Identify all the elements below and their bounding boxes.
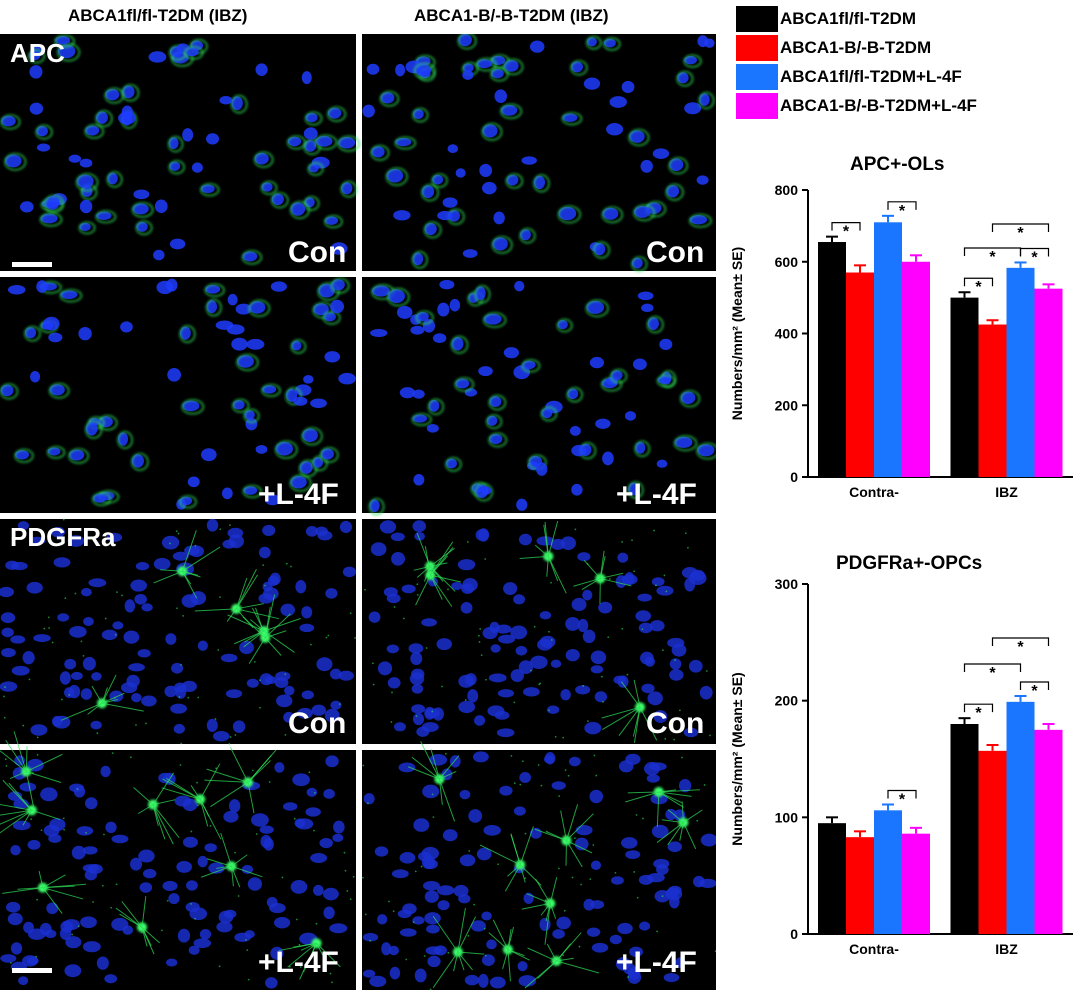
significance-star: * — [989, 249, 996, 266]
micrograph-panel — [0, 518, 357, 745]
significance-bracket — [963, 663, 1022, 672]
legend-item: ABCA1-B/-B-T2DM — [736, 35, 977, 61]
chart-title-pdgfra: PDGFRa+-OPCs — [836, 553, 983, 574]
legend-item: ABCA1-B/-B-T2DM+L-4F — [736, 93, 977, 119]
significance-star: * — [899, 203, 906, 220]
bar — [818, 242, 846, 477]
bar — [1006, 701, 1035, 934]
bar — [950, 724, 979, 934]
x-tick-label: IBZ — [995, 484, 1018, 500]
stain-label-apc: APC — [10, 38, 65, 68]
condition-label-r2c1: Con — [646, 707, 705, 740]
significance-bracket — [991, 637, 1050, 646]
bar — [1034, 729, 1063, 934]
significance-star: * — [1017, 639, 1024, 656]
significance-star: * — [1031, 683, 1038, 700]
y-tick-label: 300 — [775, 576, 799, 592]
significance-star: * — [843, 224, 850, 241]
micrograph-panel — [362, 519, 716, 744]
y-tick-label: 600 — [775, 254, 799, 270]
legend-label: ABCA1fl/fl-T2DM — [780, 9, 916, 28]
bar-chart-pdgfra: 0 100 200 300 Numbers/mm² (Mean± SE) Contra- I… — [729, 576, 1073, 957]
micrograph-panel — [0, 34, 361, 271]
significance-bracket — [887, 789, 917, 799]
significance-bracket — [963, 277, 994, 287]
y-tick-label: 800 — [775, 182, 799, 198]
y-tick-label: 200 — [775, 693, 799, 709]
x-tick-label: Contra- — [849, 484, 899, 500]
microscopy-grid — [0, 34, 716, 990]
significance-bracket — [887, 201, 917, 210]
bar — [902, 833, 930, 934]
x-tick-label: IBZ — [995, 941, 1018, 957]
y-tick-label: 0 — [790, 469, 798, 485]
condition-label-r0c0: Con — [288, 236, 347, 269]
bar — [978, 750, 1007, 934]
legend: ABCA1fl/fl-T2DM ABCA1-B/-B-T2DM ABCA1fl/… — [736, 6, 977, 122]
column-title-fl: ABCA1fl/fl-T2DM (IBZ) — [68, 6, 248, 25]
significance-bracket — [1019, 681, 1050, 690]
significance-bracket — [963, 703, 994, 713]
significance-star: * — [1031, 249, 1038, 266]
significance-bracket — [991, 223, 1050, 232]
y-tick-label: 100 — [775, 809, 799, 825]
significance-star: * — [989, 665, 996, 682]
bar — [874, 810, 902, 934]
condition-label-r0c1: Con — [646, 236, 705, 269]
significance-star: * — [975, 279, 982, 296]
stain-label-pdgfra: PDGFRa — [10, 522, 116, 552]
micrograph-panel — [0, 731, 356, 990]
legend-label: ABCA1-B/-B-T2DM+L-4F — [780, 96, 977, 115]
legend-item: ABCA1fl/fl-T2DM+L-4F — [736, 64, 977, 90]
condition-label-r3c0: +L-4F — [258, 946, 339, 979]
micrograph-panel — [362, 34, 716, 272]
bar — [846, 837, 874, 934]
bar — [902, 261, 930, 477]
bar — [818, 823, 846, 934]
scale-bar-top — [12, 262, 52, 267]
bar — [846, 272, 874, 477]
micrograph-panel — [362, 277, 716, 516]
legend-swatch — [736, 64, 778, 90]
x-tick-label: Contra- — [849, 941, 899, 957]
bar-chart-apc: 0 200 400 600 800 Numbers/mm² (Mean± SE) Contr… — [729, 182, 1073, 500]
bar — [874, 222, 902, 477]
significance-star: * — [1017, 225, 1024, 242]
condition-label-r1c1: +L-4F — [616, 478, 697, 511]
bar — [950, 297, 979, 477]
bar — [1006, 267, 1035, 477]
condition-label-r1c0: +L-4F — [258, 478, 339, 511]
y-tick-label: 0 — [790, 926, 798, 942]
bar — [978, 324, 1007, 477]
significance-bracket — [831, 222, 861, 231]
micrograph-panel — [362, 741, 716, 990]
scale-bar-bottom — [12, 968, 52, 973]
bar — [1034, 288, 1063, 477]
y-axis-label: Numbers/mm² (Mean± SE) — [729, 672, 745, 845]
condition-label-r3c1: +L-4F — [616, 946, 697, 979]
significance-star: * — [975, 705, 982, 722]
significance-star: * — [899, 792, 906, 809]
y-axis-label: Numbers/mm² (Mean± SE) — [729, 247, 745, 420]
legend-label: ABCA1-B/-B-T2DM — [780, 38, 932, 57]
y-tick-label: 400 — [775, 326, 799, 342]
legend-swatch — [736, 6, 778, 32]
legend-swatch — [736, 35, 778, 61]
y-tick-label: 200 — [775, 397, 799, 413]
legend-item: ABCA1fl/fl-T2DM — [736, 6, 977, 32]
legend-label: ABCA1fl/fl-T2DM+L-4F — [780, 67, 962, 86]
column-title-b: ABCA1-B/-B-T2DM (IBZ) — [414, 6, 609, 25]
chart-title-apc: APC+-OLs — [850, 154, 945, 175]
significance-bracket — [963, 247, 1022, 256]
legend-swatch — [736, 93, 778, 119]
micrograph-panel — [0, 277, 356, 513]
condition-label-r2c0: Con — [288, 707, 347, 740]
